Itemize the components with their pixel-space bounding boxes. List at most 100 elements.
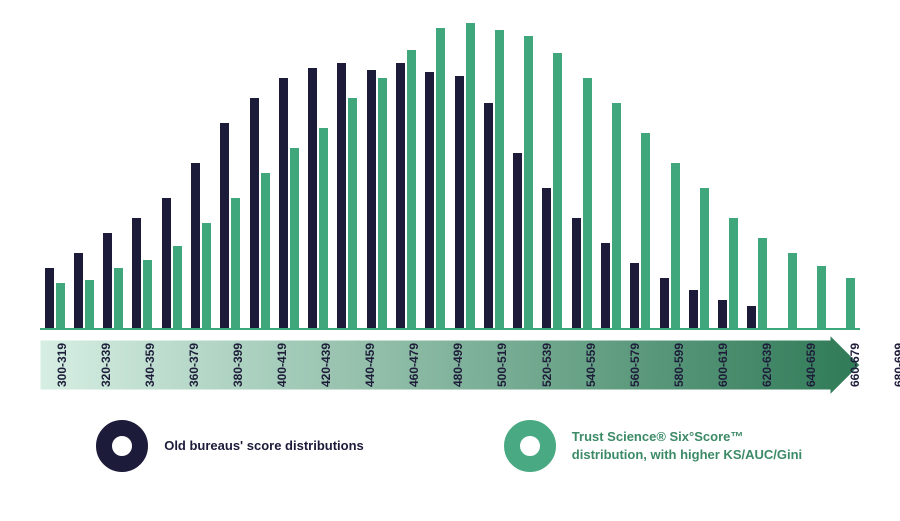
bar-new (788, 253, 797, 328)
x-tick-label: 380-399 (216, 335, 260, 395)
bar-group (743, 238, 772, 328)
bar-group (831, 278, 860, 328)
bar-old (279, 78, 288, 328)
chart-stage: 300-319320-339340-359360-379380-399400-4… (0, 0, 900, 521)
x-tick-label: 320-339 (84, 335, 128, 395)
bar-old (74, 253, 83, 328)
bar-new (407, 50, 416, 328)
x-tick-label: 300-319 (40, 335, 84, 395)
bar-group (245, 98, 274, 328)
bar-new (524, 36, 533, 328)
bar-group (567, 78, 596, 328)
bar-group (274, 78, 303, 328)
bar-new (641, 133, 650, 328)
bar-group (479, 30, 508, 328)
bar-group (362, 70, 391, 328)
bar-new (817, 266, 826, 328)
bar-new (114, 268, 123, 328)
x-tick-label: 580-599 (657, 335, 701, 395)
bar-new (231, 198, 240, 328)
bar-group (626, 133, 655, 328)
bar-group (391, 50, 420, 328)
x-tick-label: 520-539 (525, 335, 569, 395)
bar-new (495, 30, 504, 328)
bar-old (162, 198, 171, 328)
bar-old (191, 163, 200, 328)
x-tick-label: 360-379 (172, 335, 216, 395)
x-tick-label: 680-699 (877, 335, 900, 395)
bar-new (378, 78, 387, 328)
bar-group (186, 163, 215, 328)
bar-new (290, 148, 299, 328)
bar-old (660, 278, 669, 328)
bar-group (596, 103, 625, 328)
x-tick-label: 500-519 (480, 335, 524, 395)
bar-new (700, 188, 709, 328)
bar-old (455, 76, 464, 328)
x-tick-label: 640-659 (789, 335, 833, 395)
bar-old (747, 306, 756, 328)
x-tick-label: 660-679 (833, 335, 877, 395)
x-tick-label: 560-579 (613, 335, 657, 395)
x-tick-label: 600-619 (701, 335, 745, 395)
bar-old (425, 72, 434, 328)
bar-old (689, 290, 698, 328)
bar-new (553, 53, 562, 328)
bar-group (40, 268, 69, 328)
bar-group (157, 198, 186, 328)
bar-group (509, 36, 538, 328)
bar-old (601, 243, 610, 328)
bar-new (348, 98, 357, 328)
bar-old (630, 263, 639, 328)
bar-old (513, 153, 522, 328)
bar-new (143, 260, 152, 328)
plot-area (40, 20, 860, 330)
bar-old (45, 268, 54, 328)
bars-container (40, 18, 860, 328)
bar-old (572, 218, 581, 328)
legend-label-old: Old bureaus' score distributions (164, 437, 364, 455)
x-tick-label: 400-419 (260, 335, 304, 395)
bar-new (319, 128, 328, 328)
legend-ring-new (504, 420, 556, 472)
bar-group (333, 63, 362, 328)
legend: Old bureaus' score distributions Trust S… (0, 420, 900, 472)
bar-old (337, 63, 346, 328)
bar-old (484, 103, 493, 328)
x-tick-label: 460-479 (392, 335, 436, 395)
bar-old (396, 63, 405, 328)
bar-group (216, 123, 245, 328)
x-tick-label: 480-499 (436, 335, 480, 395)
bar-new (612, 103, 621, 328)
bar-group (128, 218, 157, 328)
x-tick-label: 440-459 (348, 335, 392, 395)
bar-new (583, 78, 592, 328)
bar-old (103, 233, 112, 328)
bar-old (367, 70, 376, 328)
bar-group (450, 23, 479, 328)
x-axis-baseline (40, 328, 860, 330)
x-tick-label: 620-639 (745, 335, 789, 395)
bar-new (85, 280, 94, 328)
bar-old (220, 123, 229, 328)
bar-group (421, 28, 450, 328)
bar-group (99, 233, 128, 328)
bar-new (846, 278, 855, 328)
bar-new (436, 28, 445, 328)
legend-label-new: Trust Science® Six°Score™ distribution, … (572, 428, 804, 463)
bar-group (772, 253, 801, 328)
bar-old (308, 68, 317, 328)
bar-new (758, 238, 767, 328)
bar-group (69, 253, 98, 328)
bar-new (671, 163, 680, 328)
bar-new (466, 23, 475, 328)
bar-group (684, 188, 713, 328)
bar-group (538, 53, 567, 328)
bar-old (250, 98, 259, 328)
x-tick-label: 540-559 (569, 335, 613, 395)
x-axis-labels: 300-319320-339340-359360-379380-399400-4… (40, 335, 860, 395)
bar-old (718, 300, 727, 328)
legend-item-old: Old bureaus' score distributions (96, 420, 364, 472)
bar-new (173, 246, 182, 328)
bar-group (655, 163, 684, 328)
